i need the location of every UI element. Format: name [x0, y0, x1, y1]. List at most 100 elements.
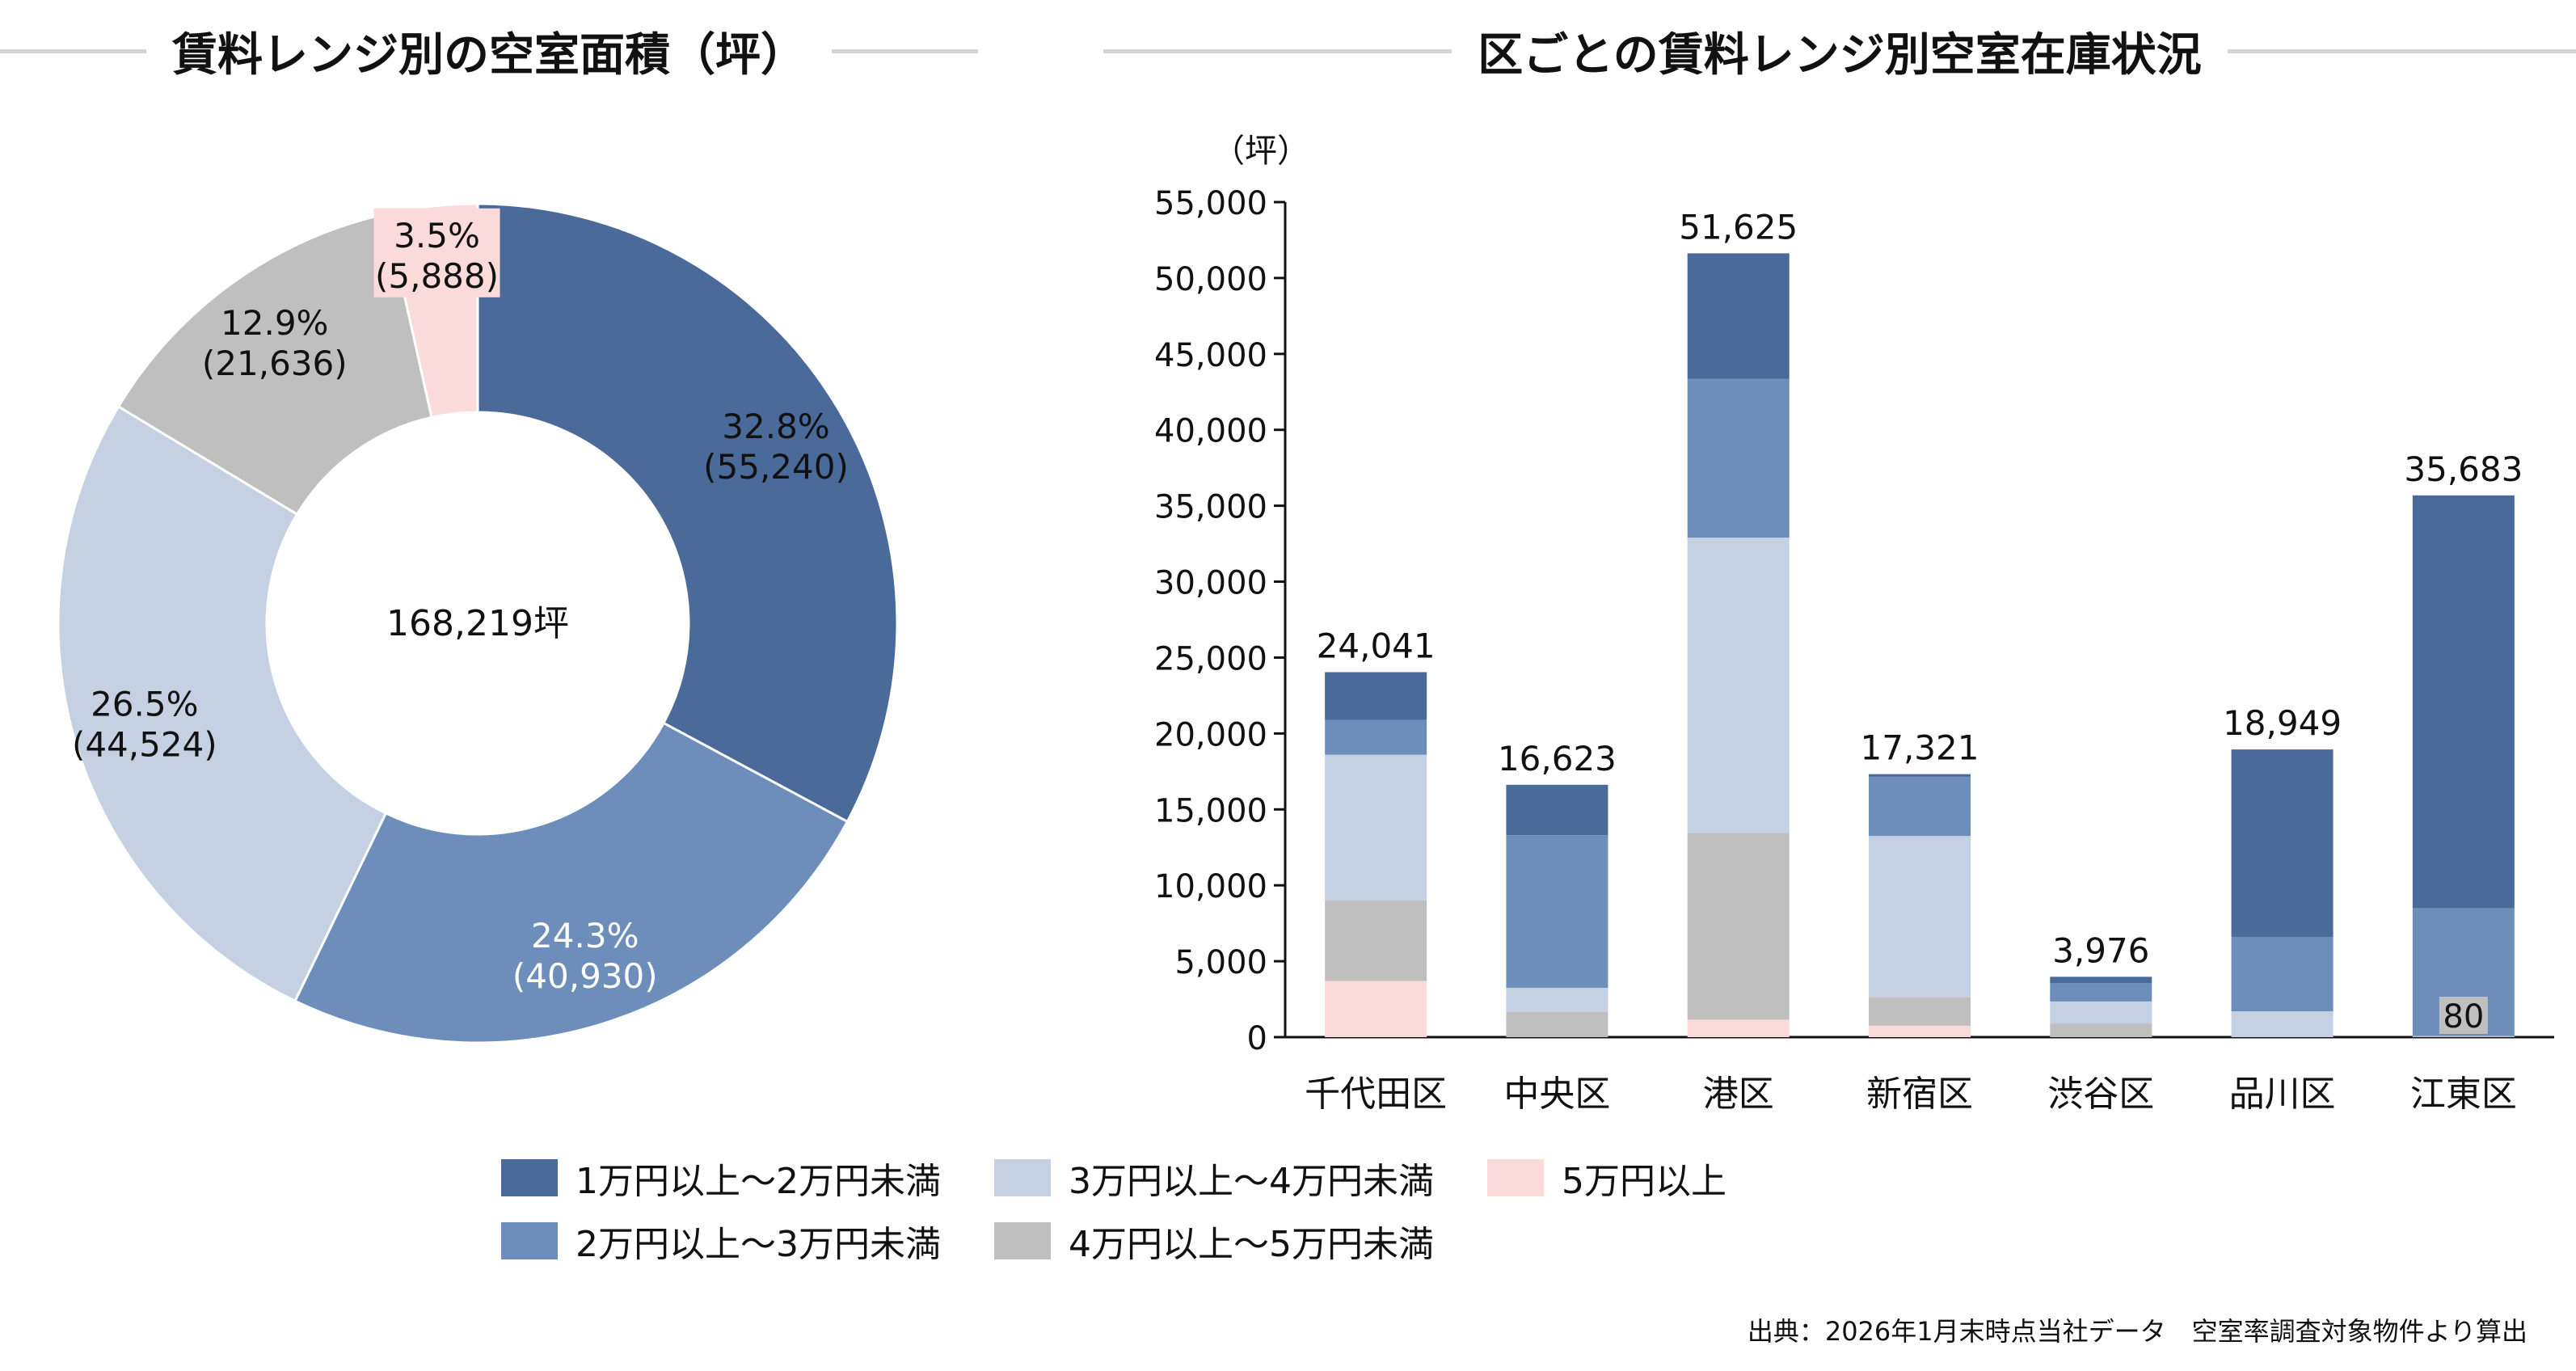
- bar-segment: [1506, 784, 1608, 836]
- legend-swatch: [994, 1159, 1051, 1196]
- bar-segment: [1506, 1012, 1608, 1037]
- bar-segment: [1869, 836, 1971, 998]
- legend-item: 4万円以上～5万円未満: [994, 1215, 1434, 1267]
- bar-total-label: 24,041: [1317, 626, 1436, 665]
- legend-label: 3万円以上～4万円未満: [1069, 1161, 1434, 1202]
- donut-percent-label: 12.9%: [221, 303, 328, 343]
- bar-segment: [2050, 1001, 2152, 1024]
- donut-slice: [293, 721, 850, 1044]
- legend-swatch: [501, 1222, 558, 1259]
- bar-segment: [2412, 495, 2515, 909]
- x-tick-label: 渋谷区: [2047, 1074, 2154, 1115]
- bar-segment: [1325, 981, 1427, 1037]
- donut-slice: [476, 202, 899, 824]
- stacked-bar-chart: 0 5,000 10,000 15,000 20,000 25,000 30,000 35,0…: [1154, 133, 2554, 1115]
- x-tick-label: 中央区: [1503, 1074, 1610, 1115]
- legend-label: 1万円以上～2万円未満: [575, 1161, 941, 1202]
- bar-total-label: 3,976: [2052, 930, 2149, 970]
- donut-percent-label: 3.5%: [394, 216, 480, 255]
- donut-value-label: (21,636): [202, 344, 348, 383]
- bar-segment: [1869, 776, 1971, 837]
- legend: 1万円以上～2万円未満 2万円以上～3万円未満 3万円以上～4万円未満 4万円以…: [501, 1152, 1794, 1297]
- y-tick-label: 5,000: [1174, 944, 1267, 981]
- bar-segment: [1869, 997, 1971, 1026]
- y-tick-label: 45,000: [1154, 337, 1267, 374]
- bar-segment: [2050, 1023, 2152, 1037]
- header-rule-left: [0, 49, 146, 53]
- legend-swatch: [1487, 1159, 1544, 1196]
- bar-segment: [1869, 1025, 1971, 1037]
- y-tick-label: 0: [1247, 1020, 1267, 1057]
- bar-segment: [1687, 538, 1790, 833]
- source-note: 出典：2026年1月末時点当社データ 空室率調査対象物件より算出: [1747, 1316, 2528, 1347]
- bars-header: 区ごとの賃料レンジ別空室在庫状況: [1103, 15, 2576, 87]
- x-tick-label: 品川区: [2229, 1074, 2336, 1115]
- donut-center-total: 168,219坪: [386, 603, 569, 644]
- legend-item: 1万円以上～2万円未満: [501, 1152, 941, 1204]
- x-tick-label: 港区: [1703, 1074, 1774, 1115]
- bar-segment: [1325, 719, 1427, 755]
- x-tick-label: 新宿区: [1866, 1074, 1973, 1115]
- bar-segment: [2231, 937, 2334, 1012]
- y-tick-label: 35,000: [1154, 489, 1267, 526]
- legend-swatch: [501, 1159, 558, 1196]
- legend-item: 2万円以上～3万円未満: [501, 1215, 941, 1267]
- annotation-label: 80: [2443, 998, 2484, 1036]
- bar-segment: [1325, 754, 1427, 901]
- bar-segment: [1506, 835, 1608, 988]
- bar-total-label: 18,949: [2223, 703, 2342, 743]
- y-tick-label: 15,000: [1154, 792, 1267, 829]
- donut-value-label: (40,930): [512, 956, 658, 996]
- y-axis-unit-label: （坪）: [1212, 133, 1309, 170]
- bar-segment: [1869, 774, 1971, 777]
- donut-value-label: (5,888): [375, 256, 499, 296]
- y-tick-label: 30,000: [1154, 565, 1267, 602]
- legend-item: 5万円以上: [1487, 1152, 1726, 1204]
- donut-slice: [116, 212, 433, 517]
- donut-title: 賃料レンジ別の空室面積（坪）: [172, 28, 806, 82]
- x-tick-label: 江東区: [2410, 1074, 2517, 1115]
- bar-segment: [1687, 1019, 1790, 1037]
- bar-segment: [1687, 253, 1790, 379]
- donut-percent-label: 32.8%: [722, 407, 829, 446]
- donut-value-label: (55,240): [703, 447, 849, 487]
- donut-header: 賃料レンジ別の空室面積（坪）: [0, 15, 978, 87]
- x-tick-label: 千代田区: [1305, 1074, 1447, 1115]
- y-tick-label: 40,000: [1154, 413, 1267, 450]
- bars-title: 区ごとの賃料レンジ別空室在庫状況: [1478, 28, 2202, 82]
- donut-chart: 32.8%(55,240) 24.3%(40,930) 26.5%(44,524) 1…: [57, 202, 899, 1044]
- legend-swatch: [994, 1222, 1051, 1259]
- bar-segment: [2231, 749, 2334, 938]
- bar-segment: [2050, 983, 2152, 1002]
- donut-slice: [57, 404, 388, 1003]
- legend-label: 2万円以上～3万円未満: [575, 1224, 941, 1265]
- bar-total-label: 35,683: [2404, 449, 2523, 489]
- bar-segment: [1687, 378, 1790, 538]
- bar-segment: [2412, 1036, 2515, 1037]
- donut-label-background: [373, 208, 500, 297]
- donut-percent-label: 24.3%: [531, 916, 639, 955]
- donut-value-label: (44,524): [72, 724, 217, 764]
- bar-total-label: 16,623: [1498, 739, 1617, 778]
- y-tick-label: 10,000: [1154, 868, 1267, 905]
- donut-percent-label: 26.5%: [91, 684, 198, 723]
- header-rule-right: [832, 49, 978, 53]
- header-rule-left: [1103, 49, 1452, 53]
- y-tick-label: 25,000: [1154, 640, 1267, 677]
- bar-segment: [2231, 1011, 2334, 1037]
- bar-segment: [2050, 977, 2152, 984]
- bar-segment: [1325, 900, 1427, 981]
- bar-segment: [1506, 987, 1608, 1013]
- y-tick-label: 55,000: [1154, 185, 1267, 222]
- bar-total-label: 51,625: [1679, 207, 1798, 247]
- y-tick-label: 20,000: [1154, 716, 1267, 753]
- bar-segment: [1687, 833, 1790, 1020]
- header-rule-right: [2227, 49, 2576, 53]
- annotation-background: [2439, 997, 2488, 1034]
- legend-label: 4万円以上～5万円未満: [1069, 1224, 1434, 1265]
- bar-total-label: 17,321: [1861, 728, 1979, 768]
- bar-segment: [1325, 672, 1427, 720]
- legend-item: 3万円以上～4万円未満: [994, 1152, 1434, 1204]
- y-tick-label: 50,000: [1154, 261, 1267, 298]
